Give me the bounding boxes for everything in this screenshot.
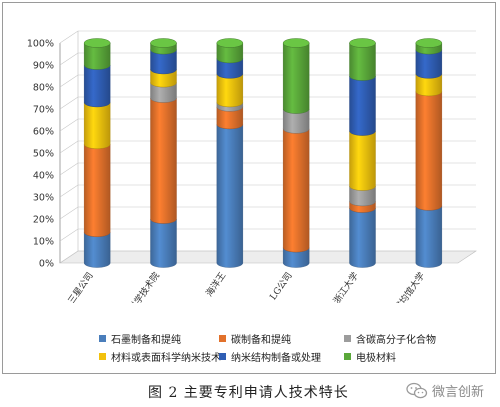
x-category-label: 海洋王 [203, 270, 228, 299]
x-category-label: 韩国科学技术院 [116, 270, 162, 303]
legend-item: 石墨制备和提纯 [99, 331, 181, 346]
legend-swatch [99, 353, 106, 360]
bar-segment [349, 130, 376, 191]
chart-floor [59, 250, 477, 264]
legend-label: 碳制备和提纯 [231, 335, 291, 346]
legend-swatch [219, 353, 226, 360]
watermark-text: 微言创新 [431, 385, 484, 400]
legend-label: 石墨制备和提纯 [111, 335, 181, 346]
y-tick-label: 100% [27, 39, 54, 50]
watermark: 微言创新 [406, 381, 484, 400]
caption-bar: 图 2 主要专利申请人技术特长 微言创新 [0, 376, 500, 407]
bar-segment [349, 207, 376, 268]
gridline-side [59, 140, 79, 154]
legend-label: 材料或表面科学纳米技术 [111, 353, 221, 364]
bar-segment [282, 128, 310, 253]
legend-item: 纳米结构制备或处理 [219, 349, 321, 364]
bar-segment [282, 42, 310, 114]
bar-top-cap [216, 38, 244, 48]
y-tick-label: 0% [39, 259, 54, 270]
y-tick-label: 50% [33, 149, 54, 160]
figure-caption: 图 2 主要专利申请人技术特长 [148, 385, 349, 401]
legend-label: 含碳高分子化合物 [356, 335, 436, 346]
y-tick-label: 60% [33, 127, 54, 138]
chart-frame: 0% 10% 20% 30% 40% 50% 60% 70% 80% 90% 100% 三星公司 韩国科… [2, 2, 496, 374]
legend-swatch [219, 335, 226, 342]
bar-segment [150, 97, 177, 224]
legend-item: 含碳高分子化合物 [344, 331, 436, 346]
x-category-label: 成均馆大学 [392, 270, 428, 303]
legend-item: 电极材料 [344, 349, 396, 364]
y-tick-label: 70% [33, 105, 54, 116]
bar-top-cap [83, 38, 111, 48]
gridline-side [59, 162, 79, 176]
bar-segment [83, 102, 111, 149]
legend-swatch [99, 335, 106, 342]
gridline-side [59, 118, 79, 132]
x-category-label: 浙江大学 [330, 270, 360, 303]
bar-segment [415, 205, 443, 268]
bar-segment [150, 218, 177, 268]
x-category-label: LG公司 [268, 270, 295, 302]
legend-swatch [344, 335, 351, 342]
bar-top-cap [150, 38, 177, 48]
y-tick-label: 20% [33, 215, 54, 226]
legend-item: 材料或表面科学纳米技术 [99, 349, 221, 364]
legend-swatch [344, 353, 351, 360]
bar-segment [216, 73, 244, 108]
legend-label: 纳米结构制备或处理 [231, 353, 321, 364]
gridline-side [59, 206, 79, 220]
y-tick-label: 80% [33, 83, 54, 94]
y-tick-label: 40% [33, 171, 54, 182]
wechat-icon [406, 382, 428, 398]
bar-segment [83, 232, 111, 268]
y-tick-label: 10% [33, 237, 54, 248]
bar-segment [415, 91, 443, 211]
x-category-label: 三星公司 [66, 270, 96, 303]
legend-item: 碳制备和提纯 [219, 331, 291, 346]
gridline-side [59, 228, 79, 242]
gridline-side [59, 250, 79, 264]
gridline-side [59, 74, 79, 88]
gridline-side [59, 96, 79, 110]
y-tick-label: 90% [33, 61, 54, 72]
bar-top-cap [415, 38, 443, 48]
stacked-bar-chart: 0% 10% 20% 30% 40% 50% 60% 70% 80% 90% 100% 三星公司 韩国科… [27, 30, 477, 303]
bar-segment [349, 42, 376, 81]
bar-segment [349, 75, 376, 136]
bar-segment [83, 64, 111, 108]
bar-top-cap [349, 38, 376, 48]
bar-segment [216, 124, 244, 268]
legend-label: 电极材料 [356, 353, 396, 364]
bar-segment [83, 144, 111, 237]
y-tick-label: 30% [33, 193, 54, 204]
gridline-side [59, 52, 79, 66]
gridline-side [59, 30, 79, 44]
bar-top-cap [282, 38, 310, 48]
gridline-side [59, 184, 79, 198]
